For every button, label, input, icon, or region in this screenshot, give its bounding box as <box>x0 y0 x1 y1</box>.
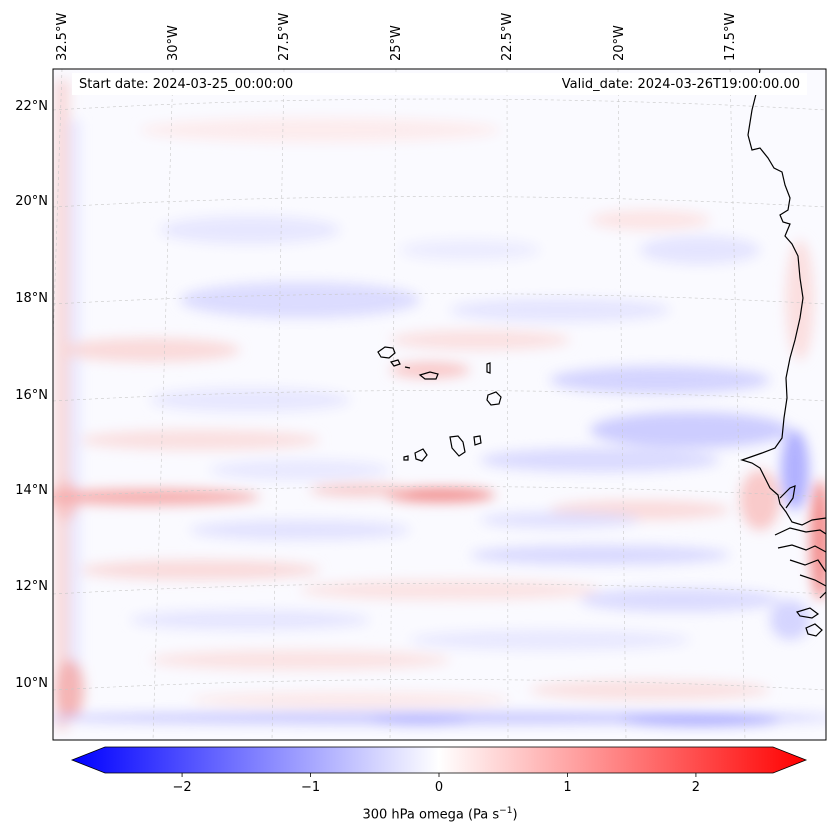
lat-label: 20°N <box>15 194 48 209</box>
colorbar <box>70 746 808 777</box>
colorbar-tick-label: 2 <box>691 780 701 795</box>
island-boa-vista <box>486 391 502 406</box>
colorbar-bar <box>70 746 808 774</box>
lat-label: 16°N <box>15 388 48 403</box>
lat-label: 18°N <box>15 291 48 306</box>
lon-label: 17.5°W <box>723 12 738 61</box>
lon-label: 25°W <box>389 25 404 61</box>
island-sao-vicente <box>389 359 401 367</box>
lon-label: 32.5°W <box>55 12 70 61</box>
lat-label: 12°N <box>15 579 48 594</box>
island-brava <box>403 455 409 461</box>
map-frame <box>52 68 827 741</box>
island-maio <box>473 435 482 446</box>
colorbar-tick-label: −2 <box>172 780 192 795</box>
valid-date-label: Valid_date: 2024-03-26T19:00:00.00 <box>561 77 800 92</box>
island-santo-antao <box>377 346 396 359</box>
lon-label: 30°W <box>166 25 181 61</box>
island-santa-luzia <box>404 366 411 369</box>
lat-label: 14°N <box>15 483 48 498</box>
lon-label: 27.5°W <box>277 12 292 61</box>
lon-label: 22.5°W <box>500 12 515 61</box>
colorbar-tick-label: 0 <box>434 780 444 795</box>
island-sao-nicolau <box>418 371 439 380</box>
date-header <box>72 73 807 95</box>
cape-verde-islands <box>377 346 502 462</box>
island-fogo <box>414 448 428 462</box>
lon-label: 20°W <box>612 25 627 61</box>
colorbar-ticks <box>181 773 697 777</box>
african-coastline <box>740 69 826 637</box>
island-santiago <box>449 435 466 457</box>
start-date-label: Start date: 2024-03-25_00:00:00 <box>79 77 294 92</box>
colorbar-label: 300 hPa omega (Pa s−1) <box>362 806 518 823</box>
island-sal <box>486 362 491 374</box>
lat-label: 10°N <box>15 676 48 691</box>
graticule <box>53 69 826 740</box>
colorbar-tick-label: −1 <box>300 780 321 795</box>
colorbar-tick-label: 1 <box>563 780 572 795</box>
lat-label: 22°N <box>15 99 48 114</box>
